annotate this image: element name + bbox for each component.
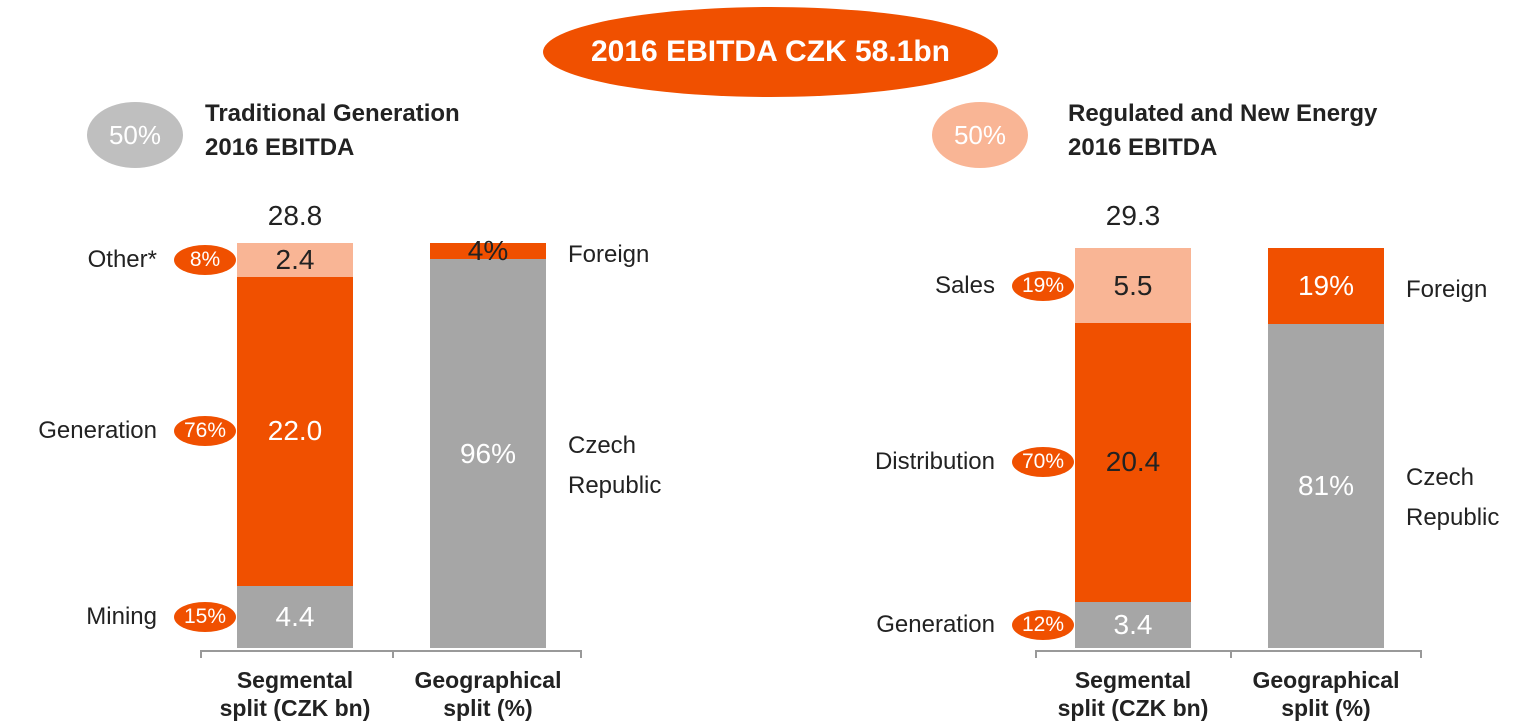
category-label: Geographical	[1252, 666, 1400, 693]
segment-name: Distribution	[874, 448, 995, 476]
axis-line	[1035, 650, 1422, 652]
value-label: 4%	[467, 235, 509, 267]
bar-segment	[1075, 323, 1191, 602]
share-pill: 70%	[1012, 447, 1074, 478]
value-label: 20.4	[1105, 446, 1161, 478]
value-label: 22.0	[267, 415, 323, 447]
bar-segment	[1075, 248, 1191, 324]
share-pill: 15%	[174, 602, 236, 633]
value-label: 81%	[1297, 470, 1355, 501]
panel-title: Regulated and New Energy	[1068, 100, 1378, 127]
region-name: Czech Republic	[1406, 464, 1500, 531]
segment-name: Generation	[38, 417, 157, 445]
axis-tick	[1035, 650, 1037, 658]
banner: 2016 EBITDA CZK 58.1bn	[543, 7, 998, 97]
axis-tick	[1420, 650, 1422, 658]
category-label: split (CZK bn)	[219, 694, 371, 721]
axis-tick	[200, 650, 202, 658]
category-label: split (CZK bn)	[1057, 694, 1209, 721]
axis-line	[200, 650, 582, 652]
category-label: Segmental	[1074, 666, 1192, 693]
panel-title: Traditional Generation	[205, 100, 460, 127]
axis-tick	[391, 650, 394, 658]
category-label: split (%)	[443, 694, 533, 721]
region-name: Foreign	[1406, 276, 1488, 303]
share-badge: 50%	[87, 102, 183, 168]
share-pill: 12%	[1012, 609, 1074, 640]
segment-name: Sales	[934, 271, 995, 299]
value-label: 96%	[459, 437, 517, 469]
share-badge: 50%	[932, 102, 1028, 168]
value-label: 5.5	[1113, 269, 1153, 301]
bar-segment	[1268, 248, 1384, 324]
total-label: 29.3	[1105, 200, 1161, 231]
axis-tick	[580, 650, 582, 658]
panel-title: 2016 EBITDA	[205, 134, 355, 161]
total-label: 28.8	[267, 200, 323, 231]
bar-segment	[237, 243, 353, 277]
category-label: split (%)	[1281, 694, 1371, 721]
axis-tick	[1229, 650, 1232, 658]
value-label: 3.4	[1113, 608, 1153, 640]
category-label: Segmental	[236, 666, 354, 693]
region-name: Czech Republic	[568, 431, 662, 499]
bar-segment	[237, 276, 353, 587]
bar-segment	[237, 586, 353, 648]
panel-title: 2016 EBITDA	[1068, 134, 1218, 161]
share-pill: 8%	[174, 244, 236, 275]
region-name: Foreign	[568, 241, 650, 269]
value-label: 2.4	[275, 243, 315, 275]
segment-name: Mining	[86, 603, 157, 631]
category-label: Geographical	[414, 666, 562, 693]
bar-segment	[1268, 324, 1384, 648]
share-pill: 76%	[174, 416, 236, 447]
share-pill: 19%	[1012, 270, 1074, 301]
segment-name: Other*	[87, 245, 157, 273]
bar-segment	[430, 243, 546, 260]
bar-segment	[430, 259, 546, 648]
value-label: 4.4	[275, 601, 315, 633]
bar-segment	[1075, 601, 1191, 648]
segment-name: Generation	[876, 610, 995, 638]
value-label: 19%	[1297, 270, 1355, 301]
